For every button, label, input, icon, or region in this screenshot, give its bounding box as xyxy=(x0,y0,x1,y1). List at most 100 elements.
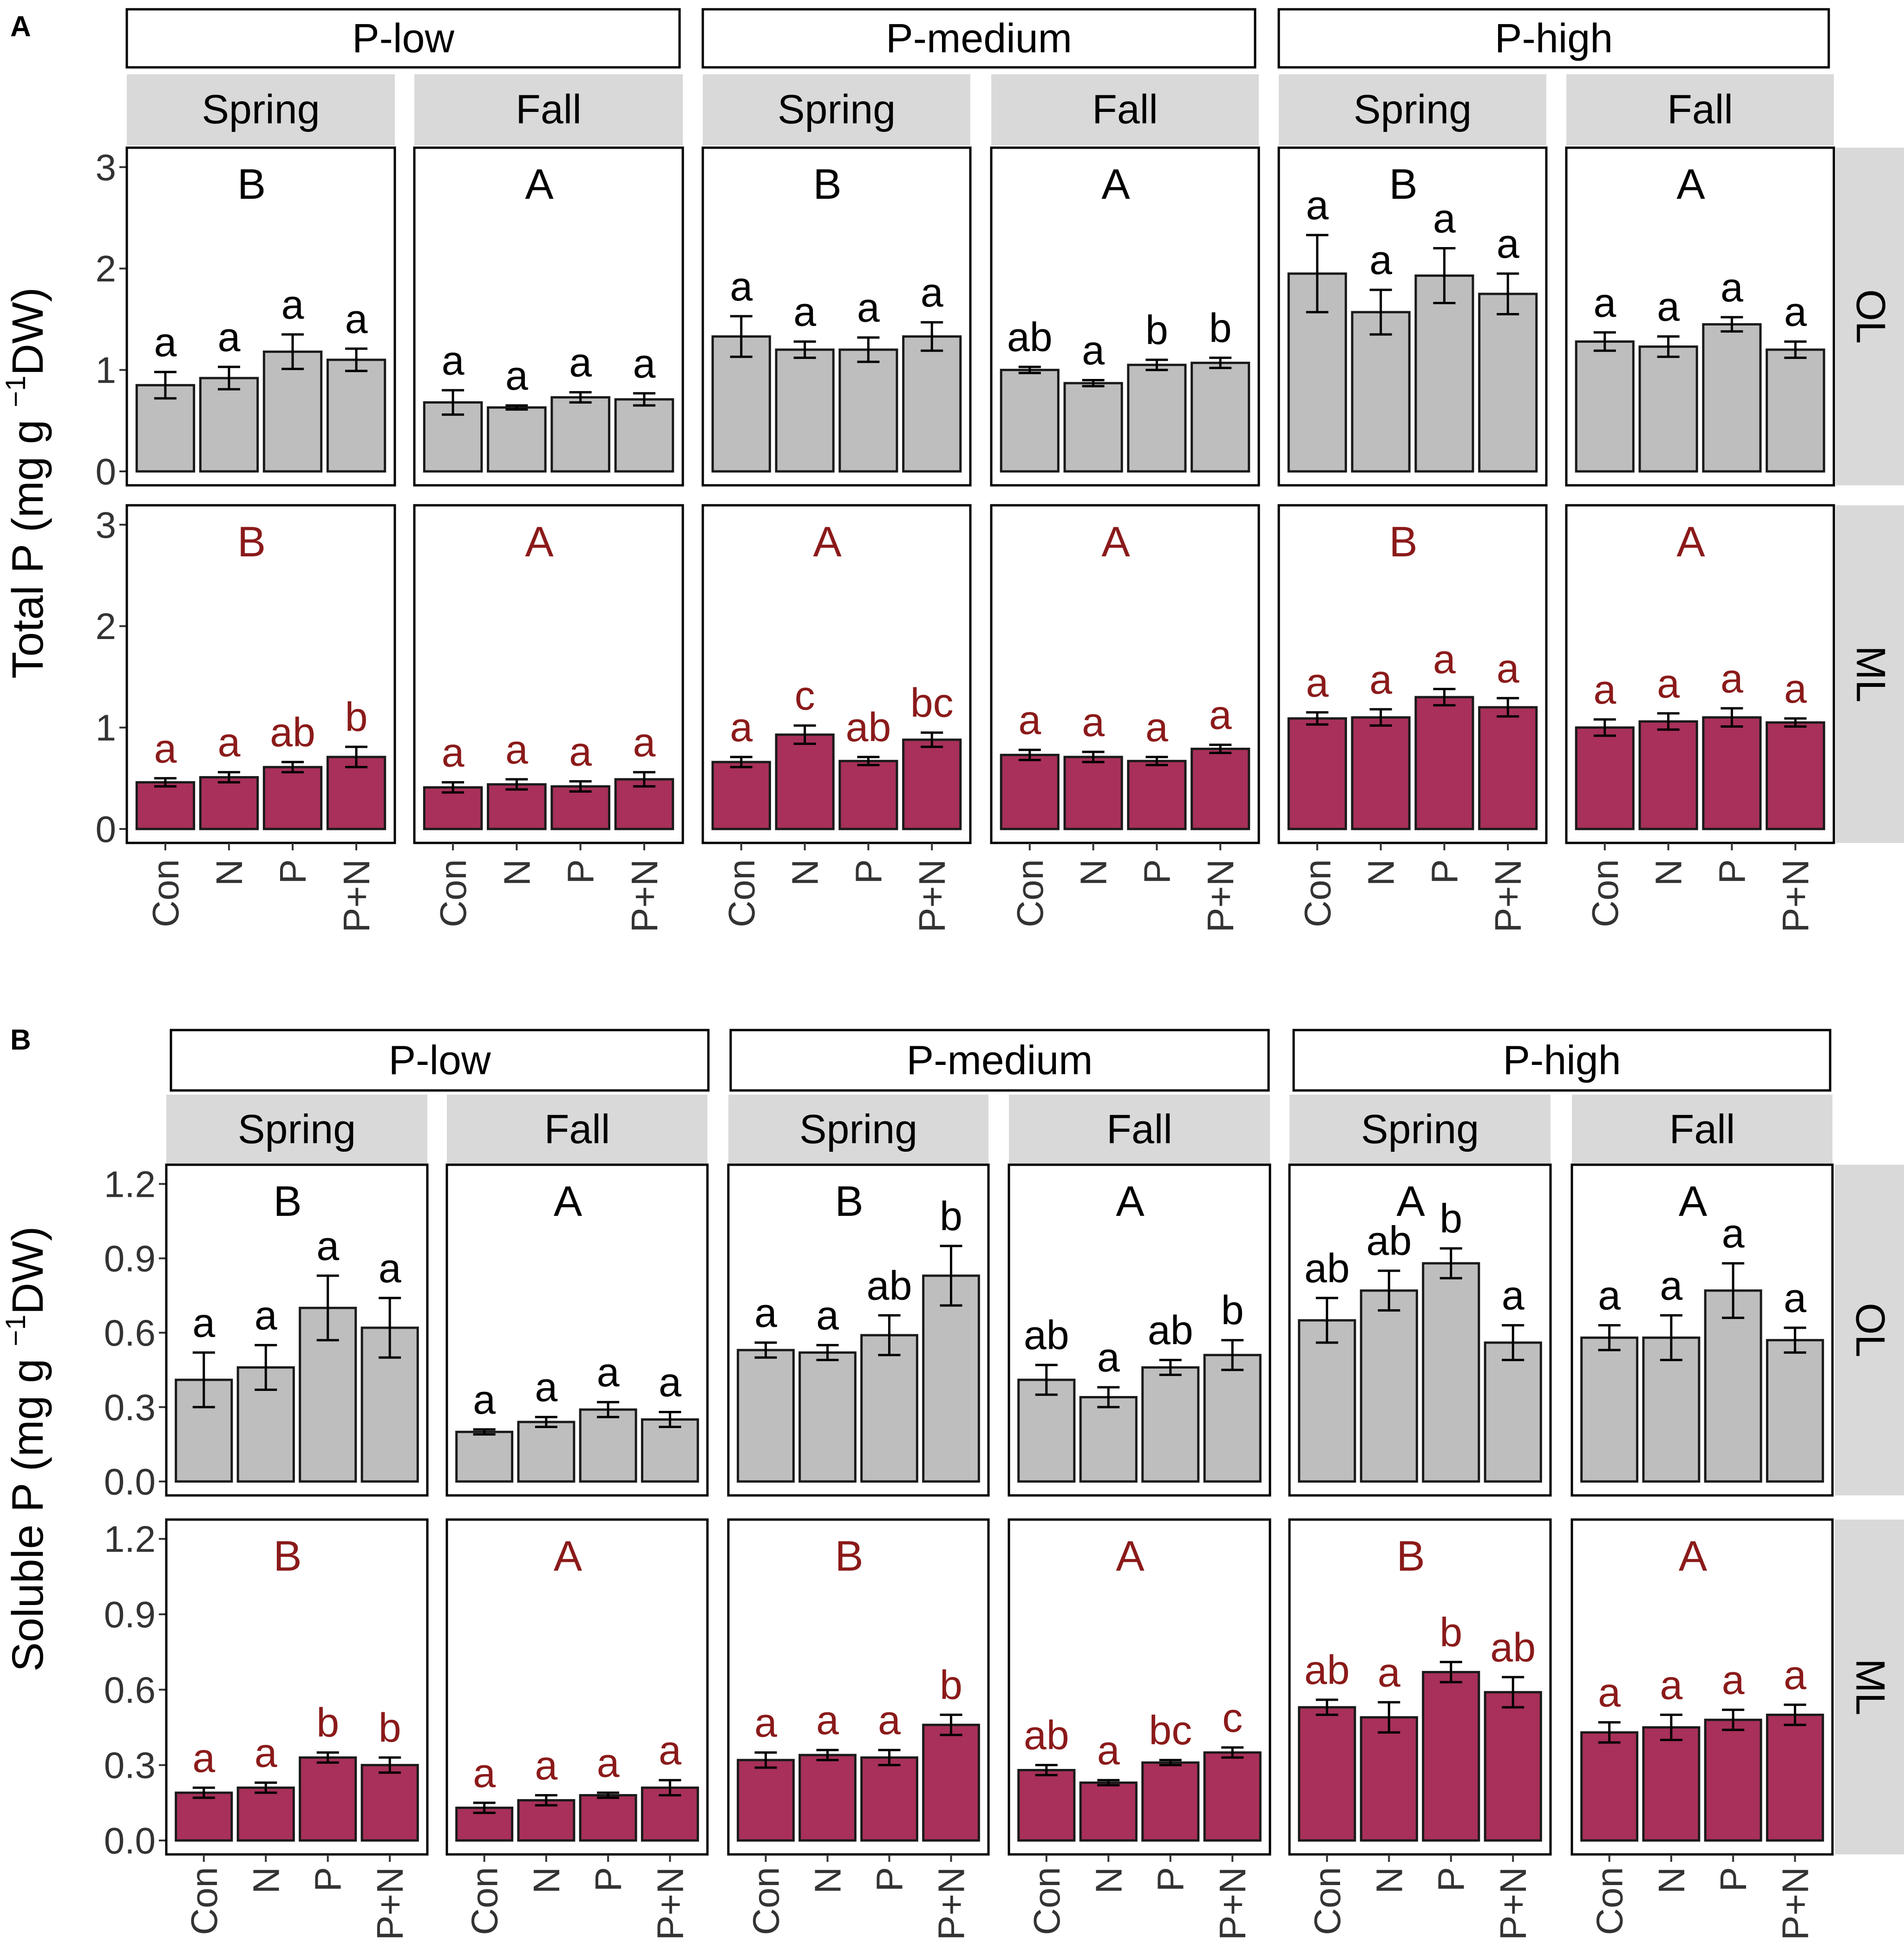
significance-letter: a xyxy=(255,1730,277,1776)
bar xyxy=(1079,1396,1138,1483)
significance-letter: a xyxy=(154,725,177,771)
season-label: Fall xyxy=(1669,1106,1735,1152)
season-label: Spring xyxy=(1354,86,1472,132)
bar xyxy=(1422,1262,1480,1483)
significance-letter: a xyxy=(1598,1670,1621,1716)
significance-letter: a xyxy=(1082,699,1105,745)
bar xyxy=(1351,716,1411,830)
bar xyxy=(1575,340,1635,473)
significance-letter: a xyxy=(1209,692,1232,738)
x-tick-label: N xyxy=(245,1867,287,1894)
bar xyxy=(326,359,386,473)
bar xyxy=(1414,696,1474,830)
significance-letter: a xyxy=(218,314,241,360)
significance-letter: c xyxy=(795,672,815,718)
panel-label: B xyxy=(10,1024,31,1056)
significance-letter: a xyxy=(1784,1652,1806,1698)
bar xyxy=(1017,1768,1076,1842)
significance-letter: a xyxy=(1369,237,1392,283)
significance-letter: a xyxy=(345,296,368,342)
significance-letter: a xyxy=(1369,656,1392,702)
bar xyxy=(1422,1670,1480,1842)
significance-letter: a xyxy=(1784,288,1807,334)
bar xyxy=(1478,293,1538,473)
significance-letter: a xyxy=(154,319,177,365)
season-label: Spring xyxy=(1361,1106,1479,1152)
bar xyxy=(423,786,483,830)
facet-OL-3: Aab a b b xyxy=(990,146,1260,487)
x-tick-label: Con xyxy=(1589,1867,1630,1935)
significance-letter: ab xyxy=(1304,1647,1350,1693)
significance-letter: b xyxy=(1439,1195,1462,1241)
bar xyxy=(1063,756,1123,830)
y-tick-label: 0.9 xyxy=(104,1238,156,1279)
x-tick-label: P xyxy=(272,859,314,884)
bar xyxy=(1351,311,1411,473)
level-label: P-medium xyxy=(907,1037,1093,1083)
x-tick-label: N xyxy=(785,859,826,886)
bar xyxy=(1575,726,1635,830)
significance-letter: a xyxy=(1502,1272,1525,1318)
significance-letter: a xyxy=(633,340,655,386)
significance-letter: a xyxy=(1306,182,1328,228)
bar xyxy=(487,783,547,830)
x-tick-label: N xyxy=(1073,859,1114,886)
significance-letter: a xyxy=(1721,264,1743,310)
significance-letter: ab xyxy=(1007,314,1053,360)
significance-letter: ab xyxy=(1148,1307,1193,1353)
y-tick-label: 0.6 xyxy=(104,1312,156,1354)
group-letter: B xyxy=(1396,1533,1425,1580)
bar xyxy=(299,1756,357,1842)
significance-letter: b xyxy=(1209,305,1232,351)
significance-letter: b xyxy=(345,694,368,740)
season-label: Spring xyxy=(799,1106,917,1152)
bar xyxy=(455,1430,514,1483)
bar xyxy=(1360,1289,1418,1483)
bar xyxy=(262,766,323,830)
facet-OL-3: Aab aab b xyxy=(1008,1163,1271,1497)
significance-letter: a xyxy=(255,1292,277,1338)
significance-letter: a xyxy=(316,1223,339,1269)
significance-letter: b xyxy=(379,1704,401,1750)
significance-letter: a xyxy=(1145,704,1168,750)
bar xyxy=(135,781,196,830)
bar xyxy=(860,1756,918,1842)
level-strip xyxy=(1277,8,1830,69)
significance-letter: c xyxy=(1222,1695,1243,1741)
bar xyxy=(1287,717,1347,830)
x-tick-label: Con xyxy=(1297,859,1338,927)
x-tick-label: P xyxy=(1150,1867,1191,1892)
season-label: Spring xyxy=(202,86,320,132)
x-tick-label: N xyxy=(1648,859,1689,886)
level-label: P-high xyxy=(1503,1037,1621,1083)
panel-A: A P-low P-medium P-high Total P (mg g −1DW) S… xyxy=(0,8,1904,933)
bar xyxy=(1766,1713,1824,1842)
bar xyxy=(326,756,386,830)
y-tick-label: 1 xyxy=(96,350,117,391)
bar xyxy=(550,396,610,473)
bar xyxy=(737,1759,795,1842)
bar xyxy=(711,761,771,830)
group-letter: A xyxy=(1679,1533,1708,1580)
bar xyxy=(1638,720,1698,830)
x-tick-label: N xyxy=(1361,859,1402,886)
x-tick-label: P+N xyxy=(369,1867,411,1940)
significance-letter: ab xyxy=(1490,1624,1536,1670)
group-letter: A xyxy=(525,161,554,208)
layer-strip xyxy=(1835,1165,1904,1495)
x-tick-label: P+N xyxy=(336,859,377,933)
significance-letter: b xyxy=(316,1700,339,1746)
significance-letter: a xyxy=(793,288,816,334)
significance-letter: a xyxy=(1378,1649,1400,1695)
x-tick-label: P+N xyxy=(911,859,953,933)
bar xyxy=(199,377,259,473)
bar xyxy=(838,348,898,473)
significance-letter: a xyxy=(597,1349,620,1395)
group-letter: B xyxy=(273,1178,301,1225)
x-tick-label: N xyxy=(526,1867,567,1894)
x-tick-label: P+N xyxy=(1487,859,1529,933)
